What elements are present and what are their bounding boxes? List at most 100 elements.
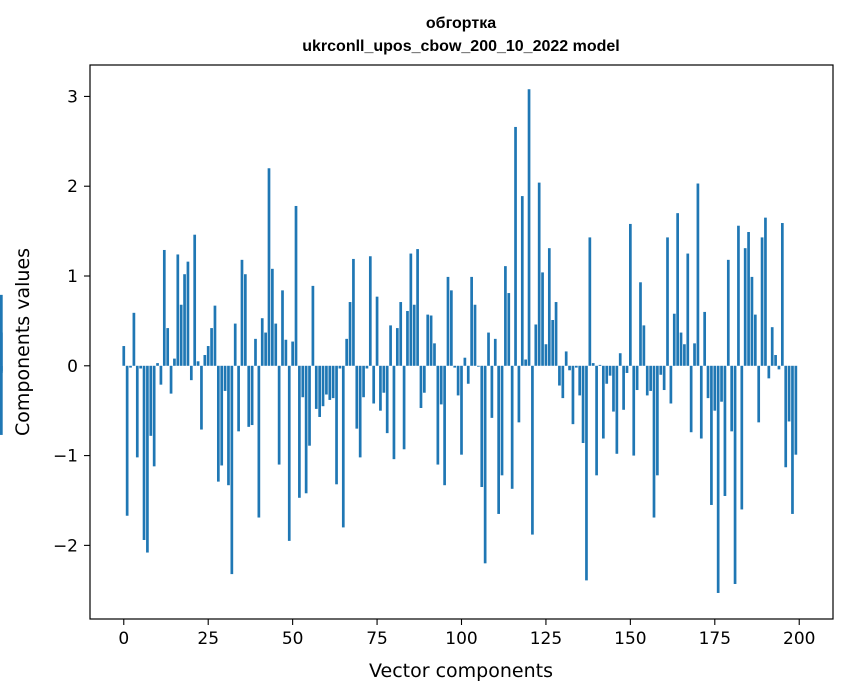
bar-component-85 [409, 253, 413, 366]
bar-component-180 [730, 365, 734, 432]
bar-component-77 [382, 365, 386, 393]
bar-component-54 [304, 365, 308, 494]
bar-component-171 [699, 365, 703, 439]
bar-component-101 [463, 357, 467, 366]
bar-component-100 [460, 365, 463, 455]
bar-component-5 [139, 365, 143, 369]
bar-component-192 [770, 327, 774, 366]
bar-component-32 [230, 365, 234, 575]
bar-component-109 [490, 365, 494, 418]
bar-component-140 [595, 365, 598, 476]
bar-component-133 [571, 365, 575, 425]
bar-component-91 [429, 315, 433, 366]
bar-component-28 [216, 365, 220, 482]
bar-component-146 [615, 365, 619, 454]
bar-component-10 [156, 363, 159, 366]
bar-component-2 [129, 365, 132, 368]
bar-component-150 [629, 223, 632, 366]
bar-component-190 [764, 217, 767, 366]
bar-component-47 [281, 290, 284, 366]
bar-component-63 [335, 365, 338, 485]
bar-component-176 [716, 365, 720, 593]
bar-component-188 [757, 365, 761, 423]
bar-component-161 [666, 237, 669, 366]
bar-component-4 [135, 365, 139, 458]
bar-component-97 [450, 290, 453, 366]
bar-component-90 [426, 314, 430, 366]
bar-component-18 [183, 274, 186, 366]
bar-component-175 [713, 365, 717, 411]
bar-component-145 [612, 365, 615, 412]
y-tick-label: −2 [53, 536, 78, 556]
bar-component-60 [325, 365, 328, 395]
bar-component-138 [588, 237, 592, 366]
bar-component-155 [645, 365, 649, 396]
bar-component-57 [314, 365, 318, 409]
bar-component-174 [710, 365, 713, 505]
bar-component-39 [254, 338, 257, 366]
bar-component-76 [379, 365, 382, 411]
bar-component-65 [341, 365, 345, 528]
bar-component-71 [362, 365, 365, 398]
bar-component-35 [240, 259, 244, 366]
x-tick-label: 125 [530, 629, 562, 649]
y-axis-ticks: −2 −1 0 1 2 3 [53, 87, 90, 556]
bar-component-9 [152, 365, 156, 467]
bar-component-157 [652, 365, 656, 518]
bar-component-114 [507, 293, 511, 366]
bar-component-42 [264, 332, 267, 366]
y-tick-label: 1 [67, 267, 78, 287]
chart-title-line1: обгортка [426, 15, 496, 32]
bar-component-70 [358, 365, 362, 458]
bar-component-149 [625, 365, 629, 373]
bar-component-51 [294, 205, 298, 366]
bar-component-11 [159, 365, 163, 385]
bar-component-143 [605, 365, 609, 384]
bar-component-55 [308, 365, 311, 446]
x-tick-label: 100 [445, 629, 477, 649]
bar-component-73 [368, 256, 372, 366]
bar-component-72 [365, 365, 369, 369]
x-tick-label: 200 [783, 629, 815, 649]
bar-component-33 [233, 323, 237, 366]
x-tick-label: 75 [366, 629, 388, 649]
bar-component-67 [348, 302, 352, 366]
bar-component-8 [149, 365, 153, 436]
bar-component-137 [585, 365, 588, 581]
bar-component-113 [504, 266, 507, 366]
bar-component-160 [662, 365, 666, 391]
bar-component-136 [581, 365, 585, 444]
x-axis-ticks: 0 25 50 75 100 125 150 175 200 [118, 619, 815, 649]
chart-title-line2: ukrconll_upos_cbow_200_10_2022 model [302, 38, 619, 55]
bar-component-78 [385, 365, 389, 434]
bar-component-75 [375, 296, 379, 366]
bar-component-193 [774, 355, 777, 366]
bar-component-199 [794, 365, 798, 455]
bar-component-36 [244, 274, 247, 366]
bar-component-22 [196, 361, 200, 366]
bar-component-108 [487, 332, 490, 366]
bar-component-41 [260, 318, 264, 366]
bar-component-177 [720, 365, 723, 402]
bar-component-26 [210, 328, 213, 366]
bar-component-50 [291, 341, 294, 366]
bar-component-186 [750, 276, 754, 366]
bar-component-127 [551, 320, 555, 366]
bar-component-119 [524, 359, 528, 366]
bar-component-106 [480, 365, 484, 488]
bar-component-128 [554, 302, 558, 366]
bar-component-182 [737, 225, 740, 366]
bar-component-66 [345, 338, 349, 366]
bar-component-37 [247, 365, 251, 427]
bar-component-153 [639, 282, 642, 366]
bar-component-3 [132, 312, 136, 366]
bar-component-38 [250, 365, 254, 426]
bar-component-103 [470, 276, 473, 366]
bar-component-134 [574, 365, 578, 368]
bar-component-129 [558, 365, 561, 386]
bar-component-24 [203, 355, 207, 366]
bar-component-130 [561, 365, 565, 399]
bar-component-198 [791, 365, 794, 514]
